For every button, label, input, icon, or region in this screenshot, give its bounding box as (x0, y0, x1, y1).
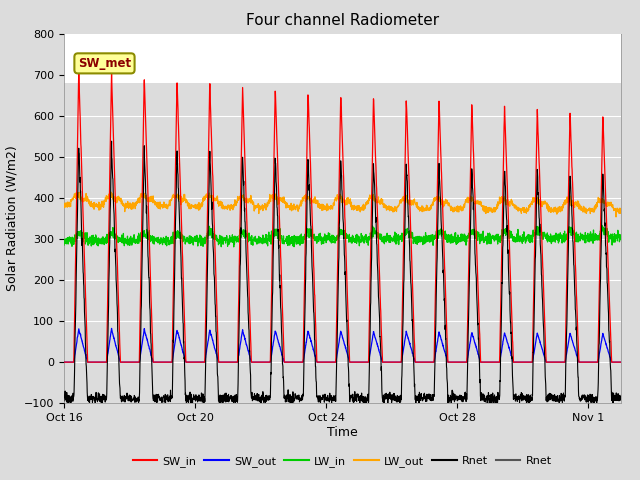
X-axis label: Time: Time (327, 426, 358, 439)
Title: Four channel Radiometer: Four channel Radiometer (246, 13, 439, 28)
Bar (64, 34, 621, 83)
Text: SW_met: SW_met (78, 57, 131, 70)
Legend: SW_in, SW_out, LW_in, LW_out, Rnet, Rnet: SW_in, SW_out, LW_in, LW_out, Rnet, Rnet (128, 452, 557, 471)
Bar (64, 83, 621, 403)
Y-axis label: Solar Radiation (W/m2): Solar Radiation (W/m2) (5, 145, 19, 291)
